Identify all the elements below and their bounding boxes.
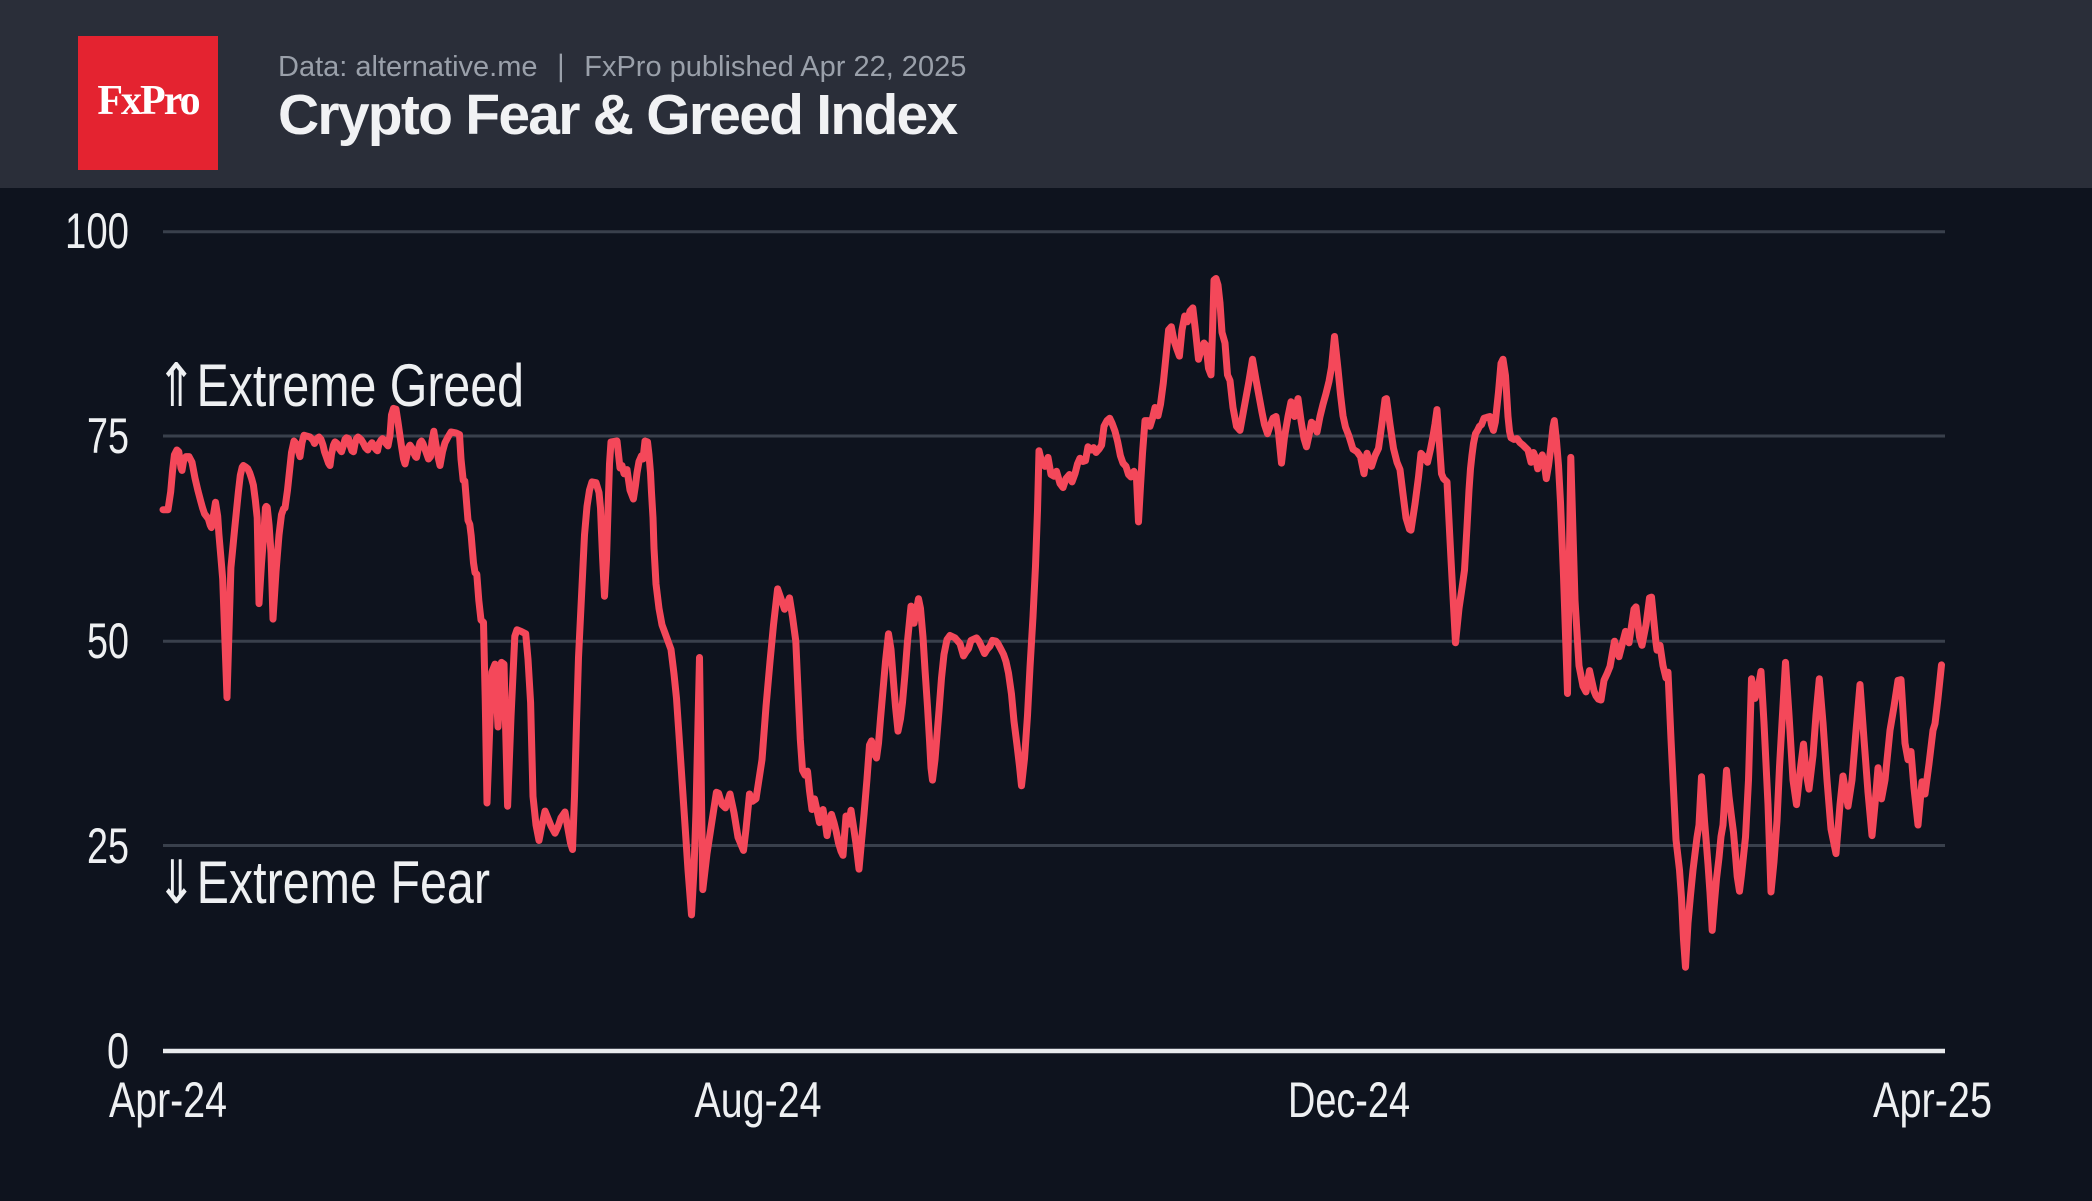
- svg-text:25: 25: [87, 818, 129, 874]
- svg-text:⇑Extreme Greed: ⇑Extreme Greed: [156, 352, 524, 419]
- svg-text:Apr-24: Apr-24: [109, 1072, 227, 1128]
- svg-text:Aug-24: Aug-24: [695, 1072, 822, 1128]
- svg-text:Data: alternative.me ∣ FxPro: Data: alternative.me ∣ FxPro published A…: [278, 51, 966, 83]
- svg-text:⇓Extreme Fear: ⇓Extreme Fear: [156, 849, 490, 916]
- svg-text:0: 0: [107, 1023, 129, 1079]
- svg-text:FxPro: FxPro: [97, 78, 199, 124]
- svg-text:100: 100: [65, 203, 129, 259]
- svg-text:Crypto Fear & Greed Index: Crypto Fear & Greed Index: [278, 83, 958, 147]
- svg-text:50: 50: [87, 613, 129, 669]
- svg-text:Apr-25: Apr-25: [1873, 1072, 1992, 1128]
- svg-text:Dec-24: Dec-24: [1288, 1072, 1410, 1128]
- svg-text:75: 75: [87, 408, 129, 464]
